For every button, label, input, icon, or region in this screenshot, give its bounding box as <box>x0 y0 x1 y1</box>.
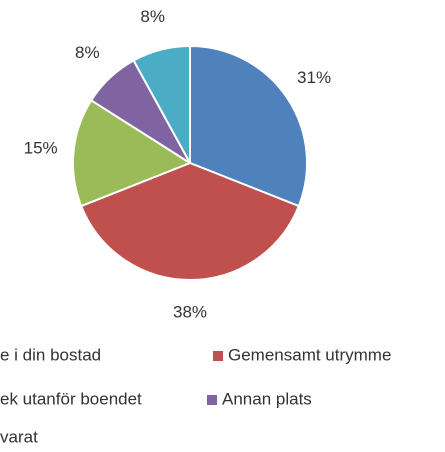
legend-label: Annan plats <box>222 389 312 408</box>
data-label: 31% <box>297 68 331 87</box>
legend-swatch <box>207 395 217 405</box>
data-label: 38% <box>173 302 207 321</box>
data-label: 15% <box>24 138 58 157</box>
pie-slice <box>132 44 191 164</box>
data-label: 8% <box>75 43 100 62</box>
legend-label: Gemensamt utrymme <box>228 345 391 364</box>
legend-label: ek utanför boendet <box>0 389 142 408</box>
pie-slice <box>189 44 308 208</box>
pie-slice <box>72 98 193 208</box>
data-label: 8% <box>140 7 165 26</box>
legend-label: e i din bostad <box>0 345 101 364</box>
legend-label: varat <box>0 427 38 446</box>
legend-swatch <box>213 351 223 361</box>
pie-slice <box>79 161 301 281</box>
